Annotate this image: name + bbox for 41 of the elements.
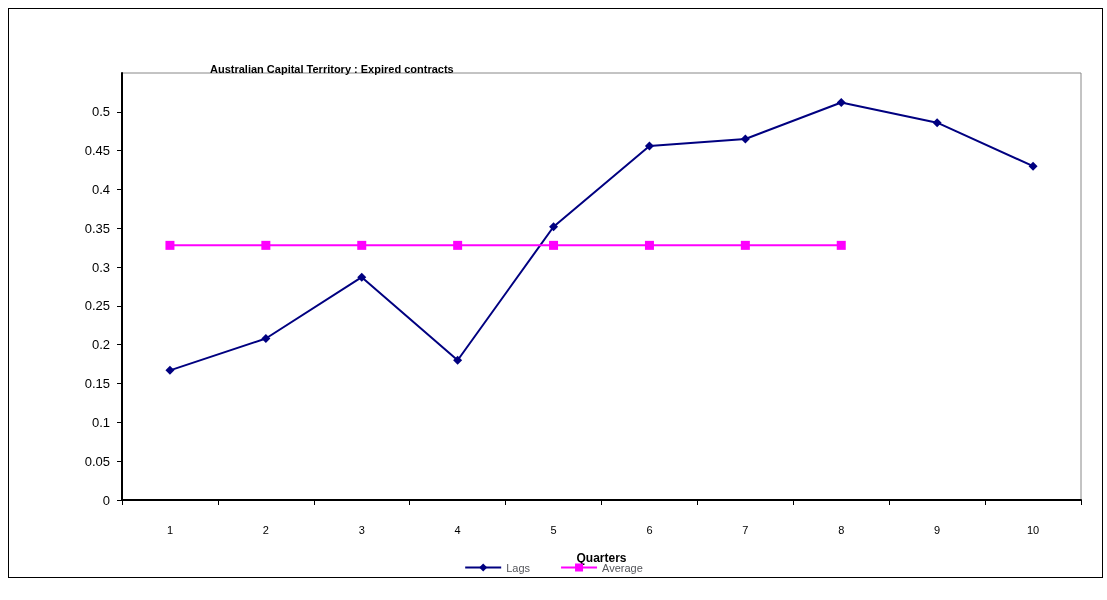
point bbox=[644, 240, 654, 250]
point bbox=[165, 240, 175, 250]
y-tick-label: 0.3 bbox=[91, 259, 110, 275]
y-tick-label: 0.15 bbox=[84, 376, 110, 392]
x-tick-label: 1 bbox=[166, 523, 174, 536]
point bbox=[357, 240, 367, 250]
x-tick-label: 7 bbox=[742, 523, 749, 536]
point bbox=[1028, 161, 1038, 171]
y-tick-label: 0 bbox=[102, 492, 110, 508]
x-tick-label: 3 bbox=[358, 523, 365, 536]
y-tick-label: 0.2 bbox=[91, 337, 110, 353]
point bbox=[740, 134, 750, 144]
point bbox=[453, 355, 463, 365]
x-tick-label: 4 bbox=[454, 523, 461, 536]
y-tick-label: 0.4 bbox=[91, 181, 110, 197]
y-tick-label: 0.35 bbox=[84, 220, 110, 236]
y-tick-label: 0.25 bbox=[84, 298, 110, 314]
x-tick-label: 5 bbox=[550, 523, 557, 536]
point bbox=[261, 240, 271, 250]
y-tick-label: 0.1 bbox=[91, 414, 110, 430]
y-tick-label: 0.5 bbox=[91, 104, 110, 120]
legend-label: Lags bbox=[506, 561, 531, 574]
point bbox=[165, 365, 175, 375]
x-tick-label: 2 bbox=[262, 523, 269, 536]
x-tick-label: 8 bbox=[838, 523, 845, 536]
x-tick-label: 10 bbox=[1026, 523, 1040, 536]
chart-title: Australian Capital Territory : Expired contracts bbox=[210, 62, 454, 75]
point bbox=[549, 222, 559, 232]
point bbox=[261, 334, 271, 344]
point bbox=[453, 240, 463, 250]
y-tick-label: 0.05 bbox=[84, 453, 110, 469]
point bbox=[740, 240, 750, 250]
point bbox=[932, 118, 942, 128]
point bbox=[836, 240, 846, 250]
y-tick-label: 0.45 bbox=[84, 143, 110, 159]
point bbox=[644, 141, 654, 151]
x-tick-label: 6 bbox=[646, 523, 653, 536]
point bbox=[357, 272, 367, 282]
x-tick-label: 9 bbox=[934, 523, 941, 536]
point bbox=[836, 98, 846, 107]
point bbox=[549, 240, 559, 250]
